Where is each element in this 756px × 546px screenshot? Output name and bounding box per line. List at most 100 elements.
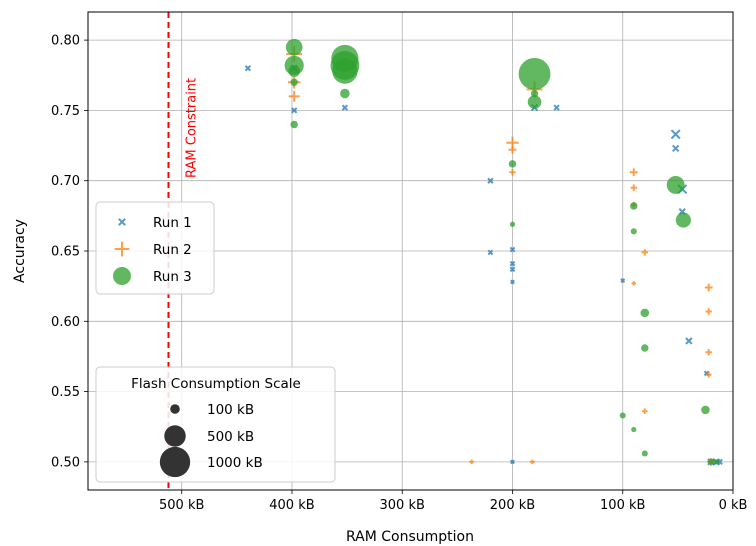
y-tick-label: 0.75 bbox=[51, 104, 80, 119]
data-point-run-3 bbox=[675, 212, 691, 228]
legend-label: Run 1 bbox=[153, 215, 192, 231]
data-point-run-2 bbox=[705, 349, 712, 356]
x-marker bbox=[671, 144, 680, 153]
data-point-run-1 bbox=[291, 107, 298, 114]
plus-marker bbox=[631, 281, 637, 286]
x-marker bbox=[553, 104, 560, 111]
circle-marker bbox=[641, 450, 648, 457]
data-point-run-1 bbox=[509, 266, 516, 273]
y-tick-label: 0.65 bbox=[51, 245, 80, 260]
x-tick-label: 100 kB bbox=[600, 498, 645, 513]
data-point-run-3 bbox=[527, 95, 542, 109]
data-point-run-1 bbox=[487, 249, 494, 256]
data-point-run-3 bbox=[530, 89, 539, 98]
data-point-run-2 bbox=[704, 283, 713, 292]
data-point-run-3 bbox=[701, 405, 710, 415]
data-point-run-1 bbox=[620, 278, 626, 283]
x-marker bbox=[509, 266, 516, 273]
data-point-run-2 bbox=[705, 308, 712, 315]
data-point-run-3 bbox=[713, 459, 720, 465]
data-point-run-2 bbox=[705, 371, 712, 378]
data-point-run-3 bbox=[340, 88, 350, 99]
plus-marker bbox=[629, 168, 638, 177]
data-point-run-3 bbox=[290, 120, 298, 129]
data-point-run-1 bbox=[244, 65, 252, 72]
circle-marker bbox=[713, 459, 720, 465]
x-tick-label: 400 kB bbox=[269, 498, 314, 513]
size-legend: Flash Consumption Scale 100 kB 500 kB 1000 … bbox=[95, 366, 336, 483]
plus-marker bbox=[641, 249, 648, 256]
plus-marker bbox=[509, 169, 516, 176]
data-point-run-3 bbox=[290, 78, 298, 87]
data-point-run-3 bbox=[619, 412, 626, 419]
circle-marker bbox=[290, 78, 298, 87]
data-point-run-3 bbox=[707, 458, 714, 465]
plus-marker bbox=[288, 90, 300, 102]
data-point-run-1 bbox=[509, 246, 516, 253]
x-marker bbox=[509, 260, 516, 267]
plus-marker bbox=[704, 283, 713, 292]
data-point-run-2 bbox=[642, 408, 648, 415]
x-marker bbox=[118, 218, 126, 226]
x-marker bbox=[685, 337, 693, 345]
data-point-run-2 bbox=[630, 184, 637, 191]
plus-marker bbox=[705, 308, 712, 315]
data-point-run-3 bbox=[509, 221, 516, 227]
circle-marker bbox=[518, 57, 551, 90]
data-point-run-3 bbox=[288, 65, 301, 77]
x-marker bbox=[510, 459, 515, 465]
data-point-run-3 bbox=[630, 202, 638, 210]
data-point-run-2 bbox=[509, 169, 516, 176]
y-tick-label: 0.50 bbox=[51, 455, 80, 470]
size-legend-marker bbox=[159, 446, 191, 478]
data-point-run-1 bbox=[670, 129, 681, 140]
circle-marker bbox=[288, 65, 301, 77]
data-point-run-1 bbox=[341, 104, 349, 111]
data-point-run-1 bbox=[487, 177, 494, 184]
legend-label: Run 2 bbox=[153, 242, 192, 258]
plot-marks bbox=[244, 38, 723, 466]
data-point-run-3 bbox=[640, 308, 650, 318]
size-legend-marker bbox=[164, 425, 186, 447]
x-tick-label: 500 kB bbox=[159, 498, 204, 513]
circle-marker bbox=[666, 175, 685, 194]
data-point-run-1 bbox=[553, 104, 560, 111]
data-point-run-2 bbox=[629, 168, 638, 177]
plus-marker bbox=[705, 349, 712, 356]
y-tick-label: 0.80 bbox=[51, 34, 80, 49]
data-point-run-3 bbox=[631, 426, 637, 433]
circle-marker bbox=[527, 95, 542, 109]
circle-marker bbox=[508, 160, 517, 168]
legend-marker bbox=[114, 241, 130, 257]
axis-ticks: 500 kB 400 kB 300 kB 200 kB 100 kB 0 kB 0.50 0.… bbox=[51, 34, 747, 513]
data-point-run-3 bbox=[630, 228, 637, 235]
y-tick-label: 0.55 bbox=[51, 385, 80, 400]
data-point-run-2 bbox=[508, 145, 517, 154]
data-point-run-3 bbox=[285, 38, 303, 56]
plus-marker bbox=[705, 371, 712, 378]
x-tick-label: 0 kB bbox=[719, 498, 748, 513]
circle-marker bbox=[340, 88, 350, 99]
plus-marker bbox=[530, 459, 535, 465]
data-point-run-3 bbox=[641, 344, 649, 352]
x-marker bbox=[670, 129, 681, 140]
data-point-run-3 bbox=[518, 57, 551, 90]
plus-marker bbox=[508, 145, 517, 154]
data-point-run-1 bbox=[510, 459, 515, 465]
x-marker bbox=[487, 249, 494, 256]
ram-constraint-label: RAM Constraint bbox=[184, 78, 199, 178]
y-tick-label: 0.60 bbox=[51, 315, 80, 330]
data-point-run-1 bbox=[509, 260, 516, 267]
data-point-run-1 bbox=[510, 279, 515, 285]
data-point-run-2 bbox=[530, 459, 535, 465]
circle-marker bbox=[707, 458, 714, 465]
plus-marker bbox=[469, 459, 474, 465]
data-point-run-3 bbox=[508, 160, 517, 168]
x-marker bbox=[510, 279, 515, 285]
circle-marker bbox=[113, 267, 131, 285]
plus-marker bbox=[630, 184, 637, 191]
legend-label: Run 3 bbox=[153, 269, 192, 285]
size-legend-label: 1000 kB bbox=[207, 455, 263, 471]
data-point-run-2 bbox=[469, 459, 474, 465]
data-point-run-2 bbox=[641, 249, 648, 256]
